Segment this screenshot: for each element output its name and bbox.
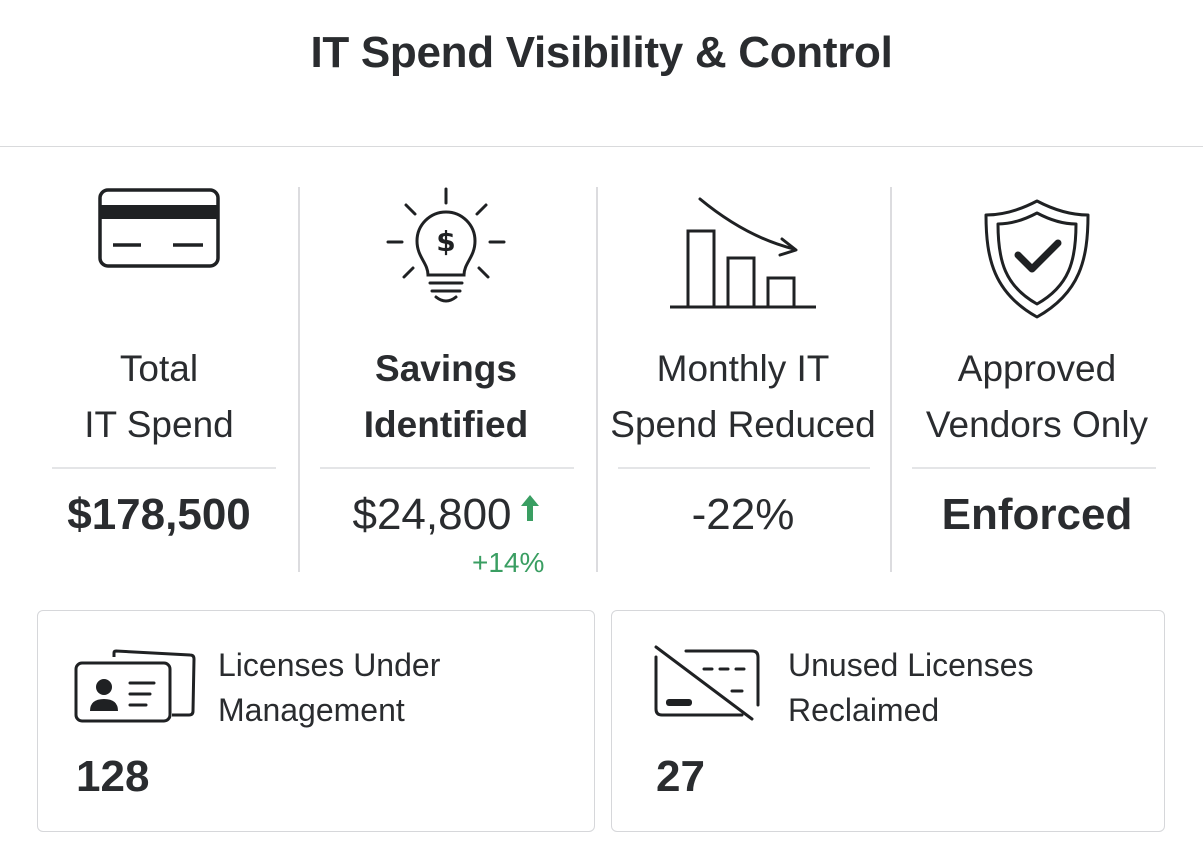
metric-divider (320, 467, 574, 469)
card-title: Unused Licenses Reclaimed (788, 647, 1034, 728)
page-title: IT Spend Visibility & Control (310, 28, 893, 77)
metric-value: -22% (691, 490, 795, 539)
column-divider (596, 187, 598, 572)
metric-label: Approved Vendors Only (925, 348, 1149, 445)
savings-delta: +14% (472, 547, 545, 578)
metric-total-it-spend: Total IT Spend $178,500 (30, 147, 288, 587)
shield-check-icon (984, 199, 1090, 319)
metric-value: $178,500 (67, 490, 251, 539)
id-cards-icon (74, 649, 196, 723)
crossed-out-card-icon (654, 645, 760, 721)
card-licenses-under-management: Licenses Under Management 128 (37, 610, 595, 832)
column-divider (298, 187, 300, 572)
metric-divider (912, 467, 1156, 469)
card-value: 128 (76, 752, 150, 801)
metric-divider (52, 467, 276, 469)
metric-label: Monthly IT Spend Reduced (610, 348, 876, 445)
card-title: Licenses Under Management (218, 647, 441, 728)
card-unused-licenses-reclaimed: Unused Licenses Reclaimed 27 (611, 610, 1165, 832)
metric-divider (618, 467, 870, 469)
metric-label: Savings Identified (363, 348, 529, 445)
credit-card-icon (98, 188, 220, 268)
metric-value: $24,800 (300, 487, 592, 543)
metric-value: Enforced (941, 490, 1133, 539)
card-value: 27 (656, 752, 705, 801)
column-divider (890, 187, 892, 572)
declining-bar-chart-icon (670, 197, 816, 309)
svg-text:$: $ (436, 225, 455, 258)
lightbulb-dollar-icon: $ (386, 187, 506, 303)
metrics-row: Total IT Spend $178,500 $ Savi (0, 147, 1203, 587)
metric-approved-vendors: Approved Vendors Only Enforced (892, 147, 1182, 587)
metric-monthly-spend-reduced: Monthly IT Spend Reduced -22% (598, 147, 888, 587)
metric-savings-identified: $ Savings Identified $24,800 (300, 147, 592, 587)
metric-label: Total IT Spend (84, 348, 234, 445)
arrow-up-icon (520, 495, 539, 521)
page-header: IT Spend Visibility & Control (0, 0, 1203, 147)
savings-value: $24,800 (352, 490, 512, 539)
